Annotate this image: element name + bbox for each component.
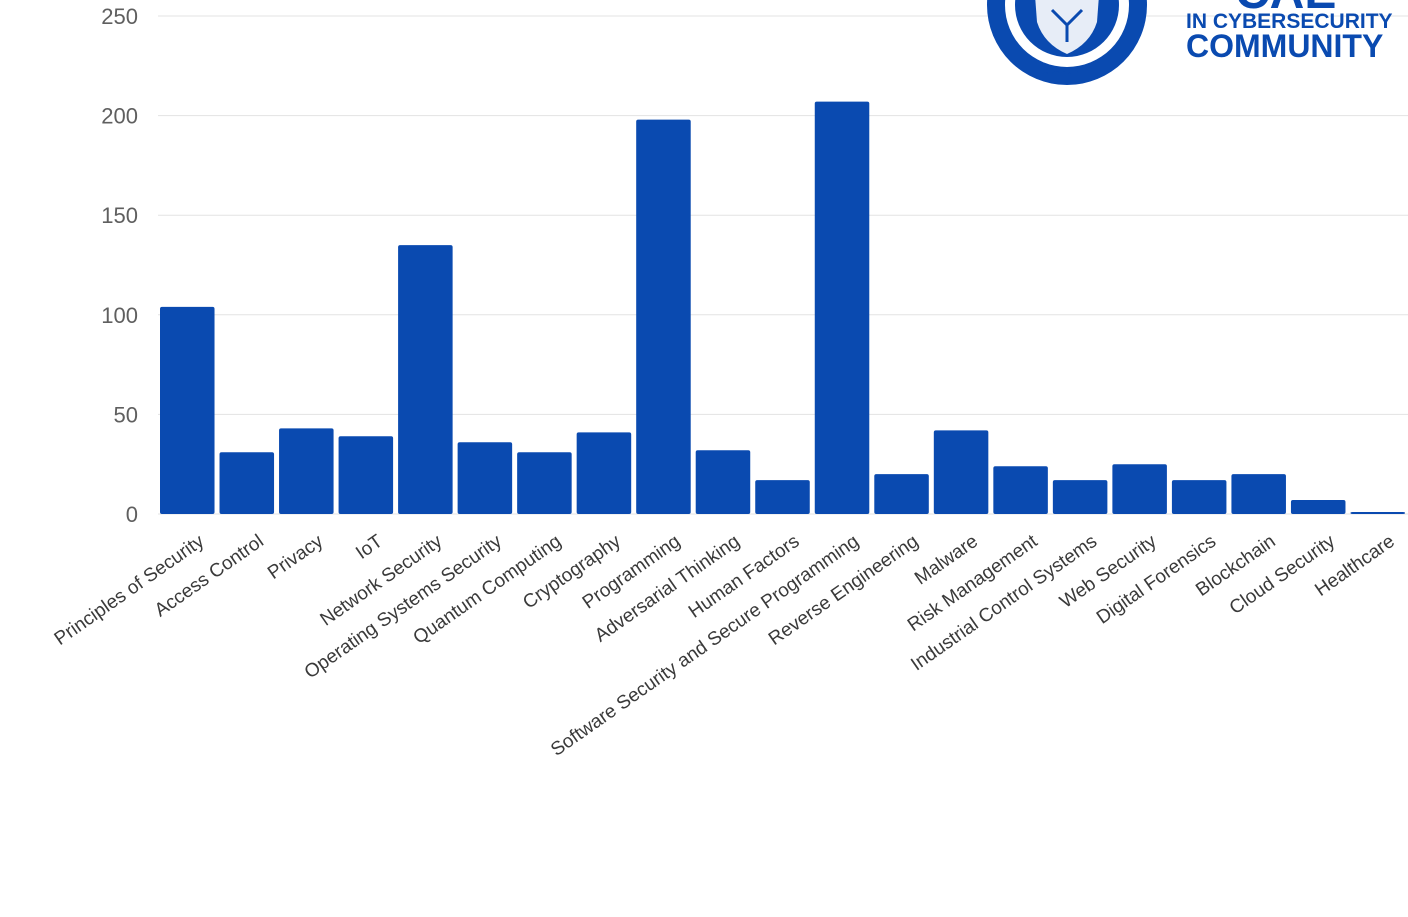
bar: [1052, 480, 1108, 514]
logo-line1: CAE: [1235, 0, 1336, 19]
bar: [576, 432, 632, 514]
y-tick-label: 200: [101, 104, 138, 129]
logo-ring-text-bottom: COMMUNITY: [1042, 67, 1092, 76]
y-tick-label: 100: [101, 303, 138, 328]
bar: [814, 101, 870, 514]
bar: [457, 442, 513, 514]
logo-line2: IN CYBERSECURITY: [1186, 10, 1393, 33]
x-category-label: IoT: [352, 531, 387, 564]
logo-circuit-icon: [1050, 8, 1084, 42]
y-tick-label: 150: [101, 203, 138, 228]
bar: [1350, 512, 1405, 514]
cae-community-logo: COMMUNITY CAE IN CYBERSECURITY COMMUNITY: [987, 0, 1393, 85]
bar: [1112, 464, 1167, 514]
bar: [279, 428, 334, 514]
bar: [338, 436, 394, 514]
y-tick-label: 250: [101, 4, 138, 29]
logo-line3: COMMUNITY: [1186, 28, 1383, 64]
y-tick-label: 0: [126, 502, 138, 527]
bar: [695, 450, 751, 514]
bar: [874, 474, 929, 514]
y-tick-label: 50: [114, 402, 138, 427]
x-category-label: Access Control: [151, 531, 268, 621]
bar: [398, 245, 453, 514]
bar: [1231, 474, 1286, 514]
x-category-label: Privacy: [264, 531, 327, 584]
bar: [993, 466, 1048, 514]
bar: [1171, 480, 1227, 514]
bar: [755, 480, 810, 514]
y-axis-tick-labels: 0 50 100 150 200 250: [101, 4, 138, 527]
bar: [160, 306, 215, 514]
bars: [160, 101, 1405, 515]
bar: [636, 119, 691, 515]
bar: [219, 452, 275, 514]
bar: [933, 430, 989, 514]
bar: [1290, 500, 1346, 514]
bar: [517, 452, 572, 514]
